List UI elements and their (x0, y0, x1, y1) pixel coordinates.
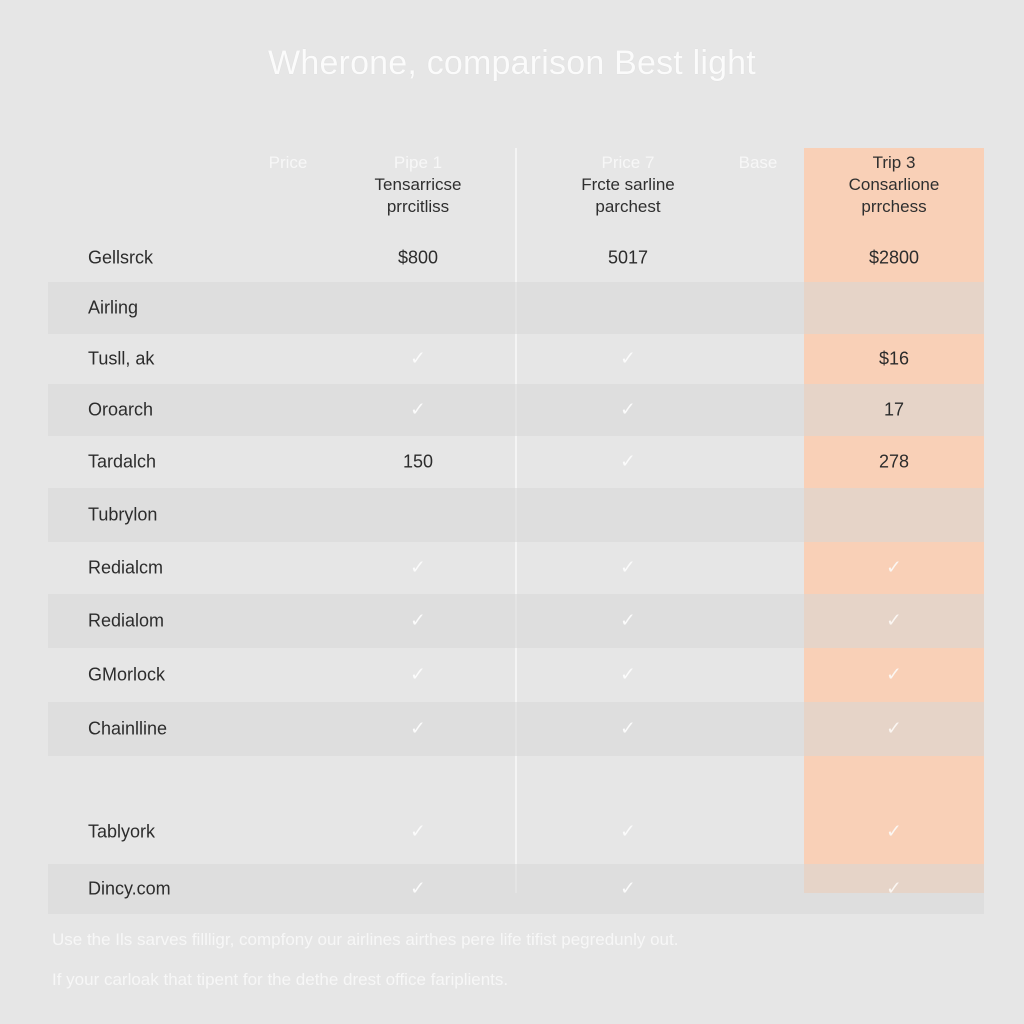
row-label: Tardalch (88, 451, 157, 472)
header-base-label: Base (738, 153, 778, 172)
row-label: Chainlline (88, 718, 168, 739)
table-row: Tardalch 150 ✓ 278 (48, 436, 984, 488)
row-label: Tablyork (88, 821, 156, 842)
check-icon: ✓ (620, 821, 636, 843)
table-row: Tubrylon (48, 488, 984, 542)
header-price: Price (243, 152, 333, 174)
check-icon: ✓ (620, 557, 636, 579)
table-row: Airling (48, 282, 984, 334)
check-icon: ✓ (886, 610, 902, 632)
footer-note-1: Use the Ils sarves fillligr, compfony ou… (52, 930, 679, 949)
table-row: GMorlock ✓ ✓ ✓ (48, 648, 984, 702)
header-plan-2: Price 7 Frcte sarline parchest (553, 152, 703, 218)
check-icon: ✓ (886, 664, 902, 686)
check-icon: ✓ (410, 718, 426, 740)
table-body: Gellsrck $800 5017 $2800 Airling Tusll, ak ✓ ✓ $… (48, 234, 984, 914)
header-plan-1: Pipe 1 Tensarricse prrcitliss (348, 152, 488, 218)
check-icon: ✓ (410, 557, 426, 579)
header-plan-3-line2: prrchess (861, 197, 927, 216)
table-cell-value: $2800 (868, 247, 920, 268)
check-icon: ✓ (620, 348, 636, 370)
row-label: Dincy.com (88, 878, 171, 899)
check-icon: ✓ (886, 878, 902, 900)
footer-note-2: If your carloak that tipent for the deth… (52, 970, 509, 989)
check-icon: ✓ (620, 718, 636, 740)
header-plan-2-line1: Frcte sarline (581, 175, 675, 194)
check-icon: ✓ (410, 821, 426, 843)
comparison-table: Price Pipe 1 Tensarricse prrcitliss Pric… (48, 148, 984, 914)
check-icon: ✓ (620, 664, 636, 686)
header-plan-1-line1: Tensarricse (374, 175, 462, 194)
header-base: Base (720, 152, 796, 174)
table-cell-value: 5017 (607, 247, 649, 268)
table-row: Dincy.com ✓ ✓ ✓ (48, 864, 984, 914)
table-row: Tusll, ak ✓ ✓ $16 (48, 334, 984, 384)
header-plan-1-line2: prrcitliss (386, 197, 450, 216)
header-plan-1-kicker: Pipe 1 (393, 153, 443, 172)
check-icon: ✓ (886, 821, 902, 843)
header-plan-2-kicker: Price 7 (601, 153, 655, 172)
row-label: Redialcm (88, 557, 164, 578)
table-cell-value: $800 (397, 247, 439, 268)
table-row: Redialom ✓ ✓ ✓ (48, 594, 984, 648)
header-plan-3-kicker: Trip 3 (872, 153, 916, 172)
table-cell-value: $16 (878, 348, 910, 369)
check-icon: ✓ (410, 878, 426, 900)
table-row: Gellsrck $800 5017 $2800 (48, 234, 984, 282)
check-icon: ✓ (410, 664, 426, 686)
header-plan-3-line1: Consarlione (848, 175, 940, 194)
check-icon: ✓ (620, 878, 636, 900)
table-cell-value: 278 (878, 451, 910, 472)
page-title: Wherone, comparison Best light (268, 44, 756, 82)
row-label: Tusll, ak (88, 348, 155, 369)
row-label: Oroarch (88, 399, 154, 420)
table-row: Tablyork ✓ ✓ ✓ (48, 756, 984, 864)
check-icon: ✓ (620, 451, 636, 473)
table-row: Chainlline ✓ ✓ ✓ (48, 702, 984, 756)
check-icon: ✓ (620, 399, 636, 421)
header-plan-2-line2: parchest (595, 197, 661, 216)
check-icon: ✓ (620, 610, 636, 632)
table-row: Redialcm ✓ ✓ ✓ (48, 542, 984, 594)
row-label: Tubrylon (88, 504, 158, 525)
table-cell-value: 150 (402, 451, 434, 472)
check-icon: ✓ (410, 348, 426, 370)
table-cell-value: 17 (883, 399, 905, 420)
check-icon: ✓ (410, 399, 426, 421)
header-price-label: Price (268, 153, 308, 172)
row-label: GMorlock (88, 664, 166, 685)
check-icon: ✓ (886, 718, 902, 740)
table-header: Price Pipe 1 Tensarricse prrcitliss Pric… (48, 148, 984, 234)
table-row: Oroarch ✓ ✓ 17 (48, 384, 984, 436)
header-plan-3: Trip 3 Consarlione prrchess (804, 152, 984, 218)
row-label: Redialom (88, 610, 165, 631)
row-label: Airling (88, 297, 139, 318)
row-label: Gellsrck (88, 247, 154, 268)
check-icon: ✓ (410, 610, 426, 632)
check-icon: ✓ (886, 557, 902, 579)
